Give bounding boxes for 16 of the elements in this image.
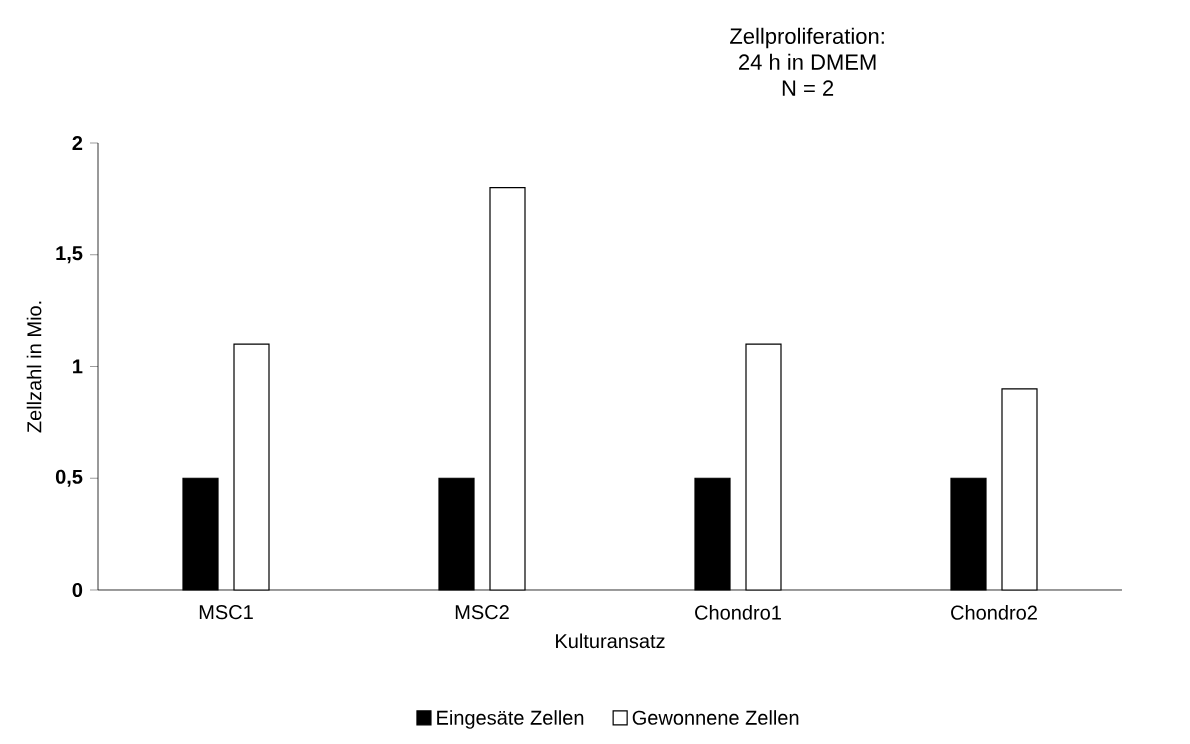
x-axis-title: Kulturansatz: [556, 633, 665, 649]
legend-label: Gewonnene Zellen: [632, 710, 799, 725]
x-tick-label: Chondro1: [695, 605, 781, 620]
x-tick-label: MSC2: [455, 605, 509, 620]
x-tick-label: Chondro2: [951, 605, 1037, 620]
y-tick-label: 1,5: [56, 246, 83, 264]
legend-label: Eingesäte Zellen: [437, 710, 584, 729]
chart-subtitle: 24 h in DMEM: [739, 53, 876, 70]
text: N = 2: [782, 80, 834, 96]
y-axis-title: Zellzahl in Mio.: [26, 301, 42, 433]
y-tick-label: 0: [72, 582, 83, 598]
y-tick-label: 2: [72, 136, 83, 150]
y-tick-label: 1: [73, 359, 83, 374]
chart-title: Zellproliferation:: [730, 27, 884, 49]
y-tick-label: 0,5: [55, 469, 83, 487]
x-tick-label: MSC1: [199, 605, 253, 620]
